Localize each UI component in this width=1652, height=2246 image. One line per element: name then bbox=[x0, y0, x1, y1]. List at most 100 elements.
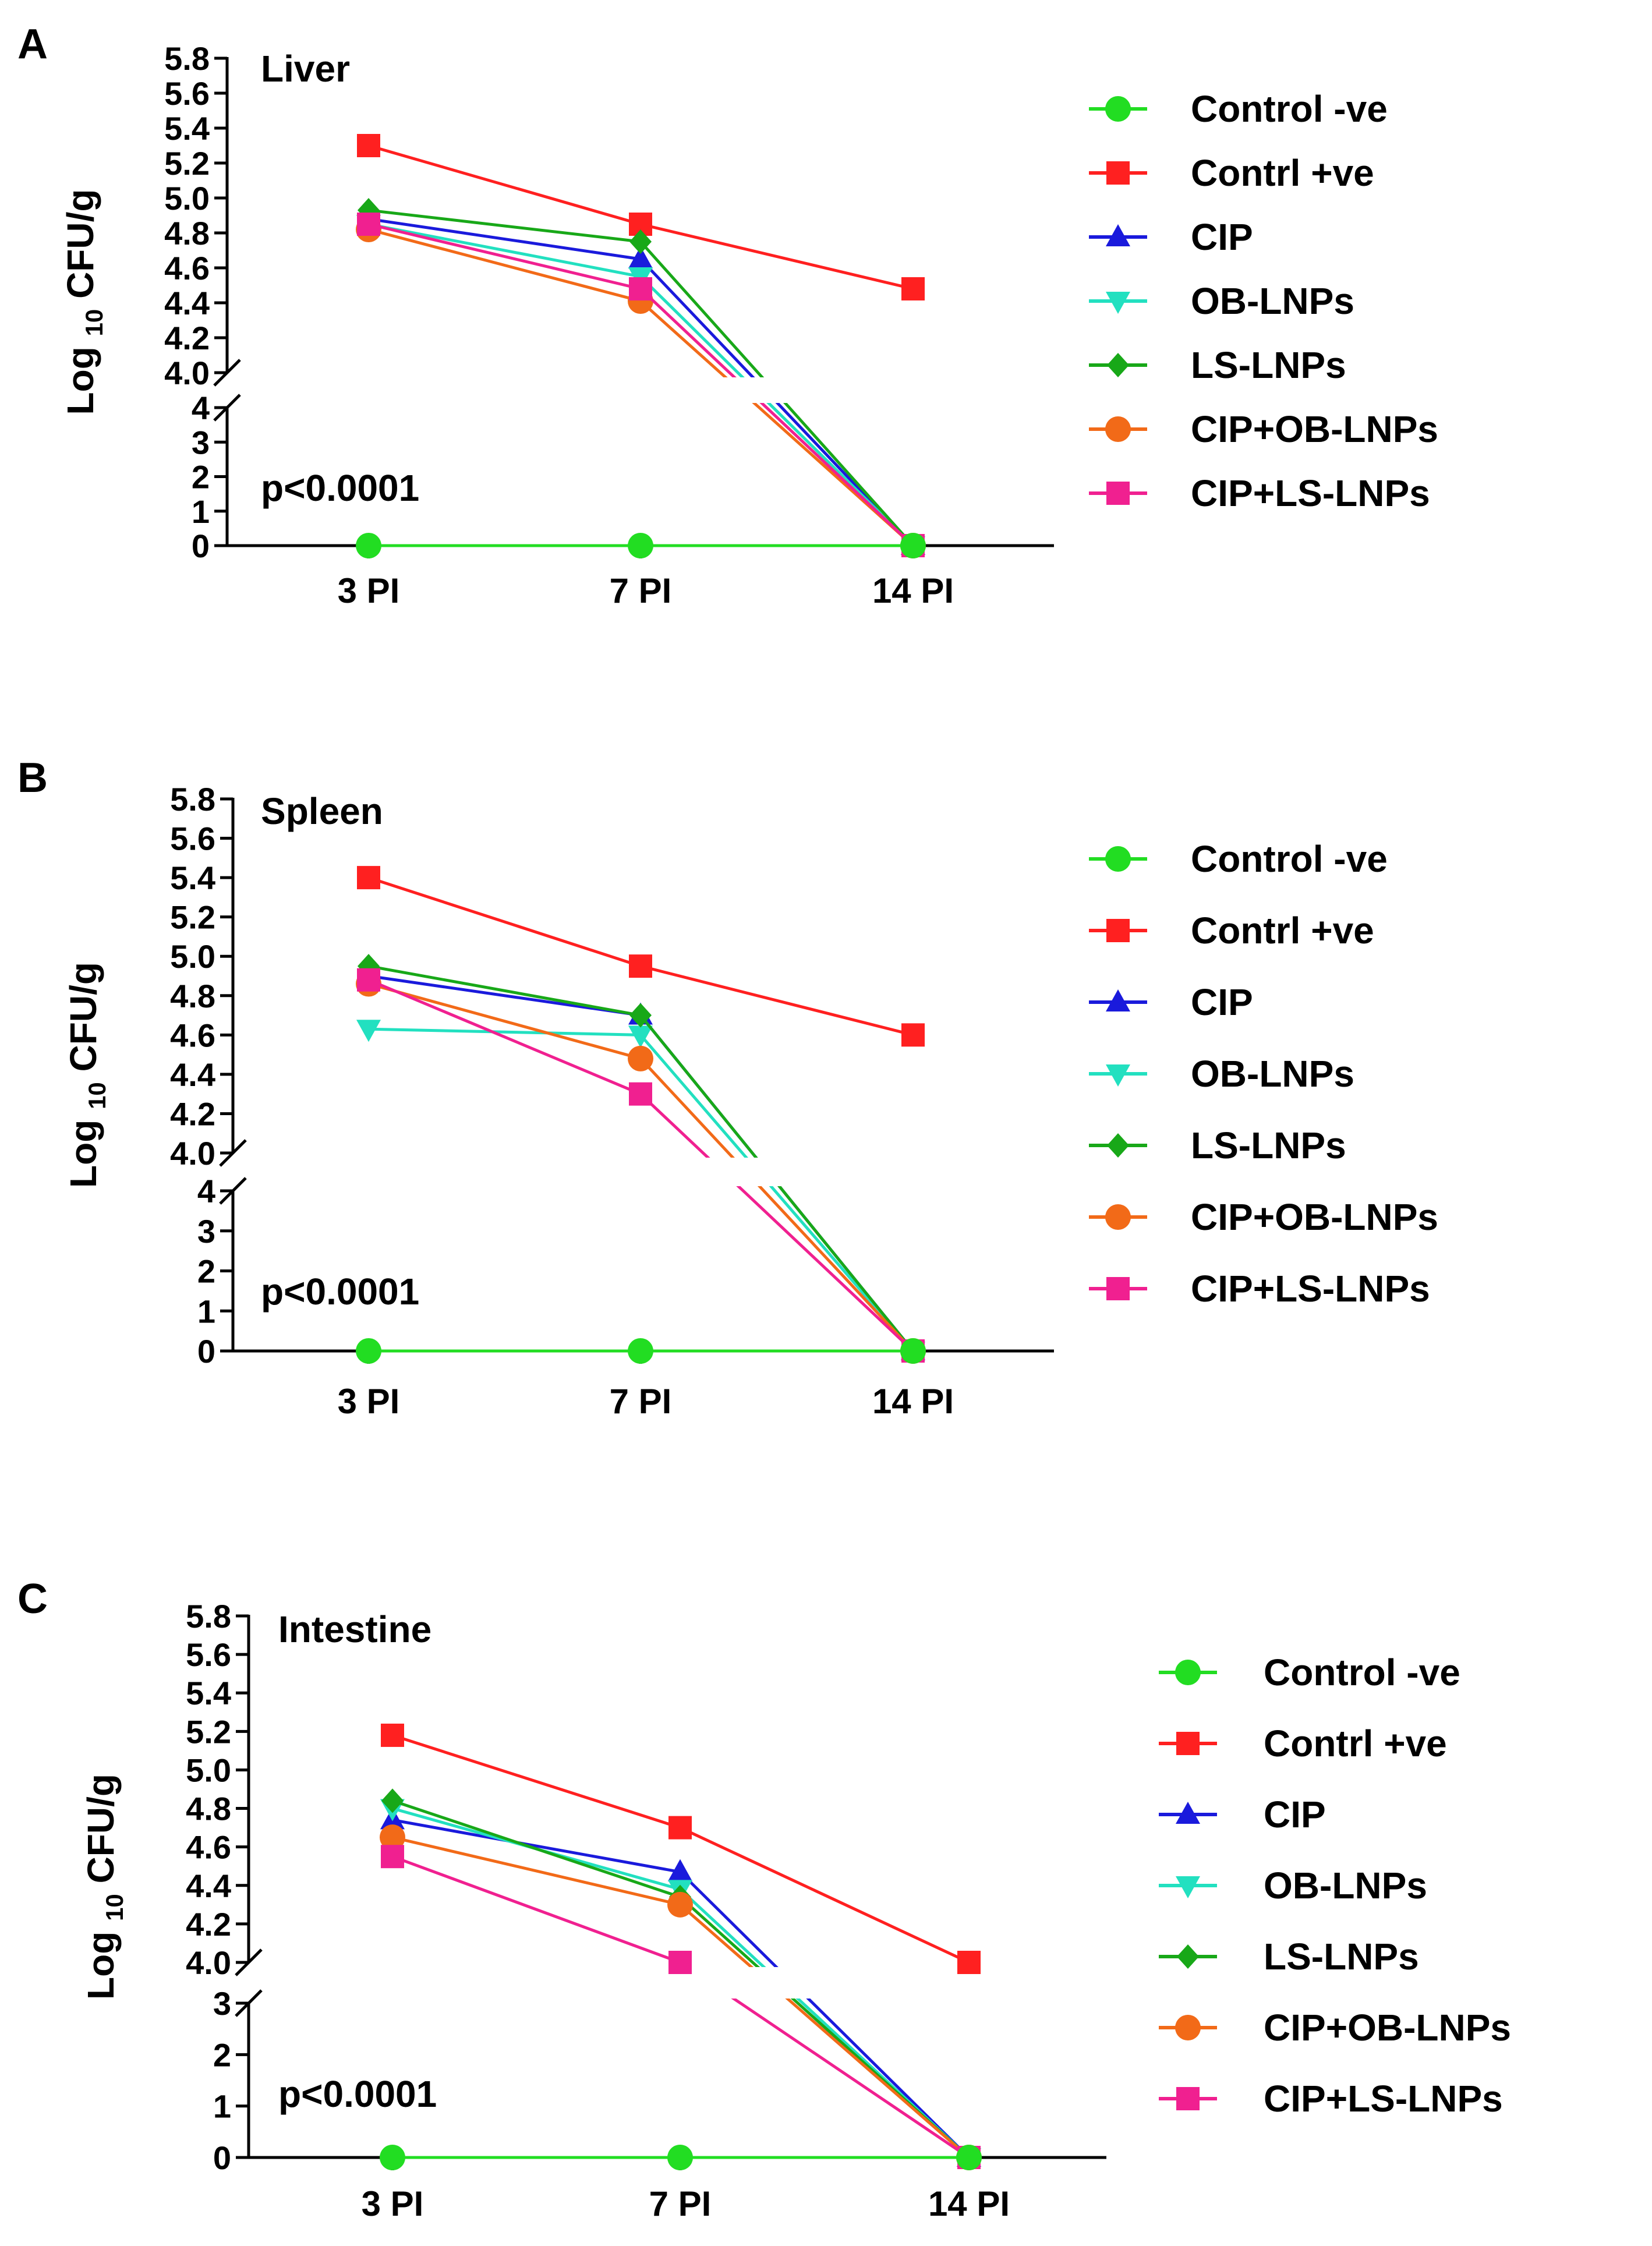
y-tick-label: 4 bbox=[192, 390, 210, 426]
data-point bbox=[667, 1891, 693, 1918]
data-point bbox=[667, 2145, 693, 2170]
y-axis-label: Log 10 CFU/g bbox=[80, 1774, 128, 2000]
legend-marker bbox=[1176, 1876, 1200, 1898]
data-point bbox=[357, 968, 380, 992]
y-axis-label-subscript: 10 bbox=[101, 1894, 128, 1921]
y-tick-label: 4.6 bbox=[170, 1017, 215, 1053]
data-point bbox=[629, 277, 652, 300]
legend-label: CIP+OB-LNPs bbox=[1264, 2007, 1511, 2049]
data-point bbox=[628, 246, 653, 268]
legend-marker bbox=[1106, 482, 1130, 505]
data-point bbox=[628, 1338, 653, 1364]
data-point bbox=[628, 533, 653, 558]
y-tick-label: 4.8 bbox=[170, 978, 215, 1014]
y-tick-label: 4.8 bbox=[186, 1791, 231, 1827]
x-tick-label: 3 PI bbox=[338, 571, 400, 610]
y-tick-label: 5.6 bbox=[170, 820, 215, 857]
legend-marker bbox=[1106, 292, 1130, 314]
data-point bbox=[628, 1025, 653, 1048]
p-value-annotation: p<0.0001 bbox=[278, 2073, 437, 2115]
y-axis-label-subscript: 10 bbox=[80, 309, 108, 337]
series-cip bbox=[380, 1807, 981, 2167]
data-point bbox=[629, 1082, 652, 1106]
series-line bbox=[392, 1799, 970, 2159]
y-tick-label: 0 bbox=[197, 1333, 215, 1370]
legend-label: CIP bbox=[1191, 216, 1253, 258]
series-ls-lnps bbox=[381, 1788, 980, 2170]
legend-label: CIP bbox=[1264, 1794, 1326, 1835]
y-tick-label: 4 bbox=[197, 1173, 215, 1209]
y-tick-label: 5.4 bbox=[164, 110, 210, 147]
legend-item: Control -ve bbox=[1089, 838, 1388, 880]
y-tick-label: 2 bbox=[213, 2036, 231, 2073]
legend-item: CIP+OB-LNPs bbox=[1089, 1196, 1438, 1238]
data-point bbox=[356, 1020, 381, 1042]
legend-marker bbox=[1105, 96, 1131, 122]
data-point bbox=[357, 134, 380, 157]
panel-letter: C bbox=[17, 1576, 48, 1622]
y-tick-label: 2 bbox=[197, 1253, 215, 1290]
legend-label: CIP+OB-LNPs bbox=[1191, 408, 1438, 450]
series-contrl-ve bbox=[381, 1723, 981, 1974]
legend-item: LS-LNPs bbox=[1089, 1124, 1346, 1166]
x-tick-label: 14 PI bbox=[928, 2184, 1010, 2223]
y-tick-label: 3 bbox=[213, 1985, 231, 2022]
legend-item: LS-LNPs bbox=[1089, 344, 1346, 386]
data-point bbox=[629, 1003, 652, 1028]
y-tick-label: 5.0 bbox=[170, 938, 215, 975]
data-point bbox=[381, 1845, 404, 1869]
y-tick-label: 4.2 bbox=[164, 320, 210, 356]
y-tick-label: 5.0 bbox=[164, 180, 210, 217]
legend-marker bbox=[1107, 1133, 1129, 1158]
x-tick-label: 14 PI bbox=[872, 571, 954, 610]
legend-label: Contrl +ve bbox=[1191, 910, 1374, 952]
panel-a: ALiverp<0.00014.04.24.44.64.85.05.25.45.… bbox=[17, 21, 1438, 610]
legend-item: OB-LNPs bbox=[1089, 1053, 1354, 1095]
data-point bbox=[901, 1023, 925, 1047]
data-point bbox=[668, 1816, 692, 1840]
legend-marker bbox=[1105, 416, 1131, 442]
legend-item: CIP bbox=[1089, 981, 1253, 1023]
y-tick-label: 1 bbox=[192, 493, 210, 530]
data-point bbox=[381, 1788, 404, 1813]
legend-label: LS-LNPs bbox=[1264, 1936, 1419, 1978]
panel-title: Spleen bbox=[261, 790, 383, 832]
data-point bbox=[901, 277, 925, 300]
data-point bbox=[957, 1951, 981, 1974]
y-axis-label-log: Log bbox=[80, 1932, 122, 2000]
panel-title: Intestine bbox=[278, 1608, 431, 1650]
y-tick-label: 5.2 bbox=[186, 1713, 231, 1750]
series-control-ve bbox=[356, 533, 926, 558]
y-tick-label: 4.6 bbox=[186, 1829, 231, 1866]
legend-item: Contrl +ve bbox=[1159, 1722, 1447, 1764]
legend-marker bbox=[1176, 2087, 1200, 2110]
y-tick-label: 5.6 bbox=[164, 75, 210, 112]
panel-letter: B bbox=[17, 755, 48, 801]
data-point bbox=[668, 1859, 692, 1881]
series-control-ve bbox=[380, 2145, 982, 2170]
legend-marker bbox=[1176, 1802, 1200, 1824]
y-axis-label-units: CFU/g bbox=[80, 1774, 122, 1883]
y-tick-label: 4.6 bbox=[164, 250, 210, 287]
legend-item: CIP+OB-LNPs bbox=[1159, 2007, 1511, 2049]
y-tick-label: 5.4 bbox=[170, 860, 215, 896]
y-tick-label: 5.8 bbox=[164, 40, 210, 77]
legend-marker bbox=[1176, 1732, 1200, 1755]
data-point bbox=[380, 2145, 405, 2170]
legend-item: OB-LNPs bbox=[1089, 280, 1354, 322]
legend-marker bbox=[1107, 353, 1129, 377]
y-tick-label: 4.4 bbox=[170, 1056, 215, 1093]
data-point bbox=[900, 1338, 926, 1364]
legend-item: OB-LNPs bbox=[1159, 1865, 1427, 1907]
y-axis-label-log: Log bbox=[59, 346, 101, 415]
y-axis-label-units: CFU/g bbox=[59, 189, 101, 299]
legend-label: Control -ve bbox=[1264, 1651, 1460, 1693]
series-line bbox=[392, 1734, 970, 1964]
y-tick-label: 1 bbox=[197, 1293, 215, 1329]
y-tick-label: 4.2 bbox=[170, 1095, 215, 1132]
legend-item: Contrl +ve bbox=[1089, 152, 1374, 194]
data-point bbox=[381, 1723, 404, 1747]
panel-b: BSpleenp<0.00014.04.24.44.64.85.05.25.45… bbox=[17, 755, 1438, 1421]
p-value-annotation: p<0.0001 bbox=[261, 467, 419, 509]
legend-item: Control -ve bbox=[1159, 1651, 1460, 1693]
